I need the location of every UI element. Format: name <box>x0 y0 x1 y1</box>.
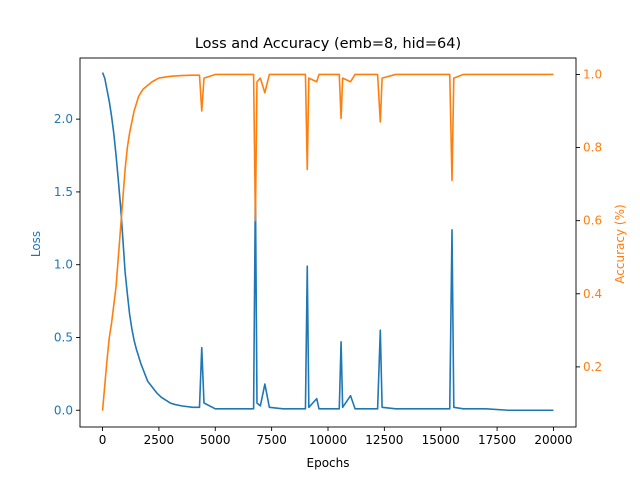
axes: 0 2500 5000 7500 10000 12500 15000 17500 20000 0.… <box>54 57 602 447</box>
y-left-tick-label: 0.0 <box>54 403 73 417</box>
x-tick-label: 7500 <box>256 433 287 447</box>
y-right-tick-label: 0.4 <box>583 287 602 301</box>
x-tick-label: 10000 <box>309 433 347 447</box>
x-tick-label: 0 <box>99 433 107 447</box>
y-right-tick-label: 1.0 <box>583 67 602 81</box>
y-left-tick-label: 2.0 <box>54 112 73 126</box>
plot-area <box>101 72 554 412</box>
x-tick-label: 5000 <box>200 433 231 447</box>
accuracy-series-line <box>101 73 554 411</box>
loss-series-line <box>101 72 554 412</box>
x-tick-label: 2500 <box>144 433 175 447</box>
y-left-tick-label: 1.5 <box>54 185 73 199</box>
y-right-tick-label: 0.8 <box>583 141 602 155</box>
y-axis-left-label: Loss <box>29 231 43 257</box>
y-left-tick-label: 0.5 <box>54 330 73 344</box>
y-axis-right-label: Accuracy (%) <box>613 204 627 283</box>
x-tick-label: 12500 <box>365 433 403 447</box>
x-tick-label: 20000 <box>534 433 572 447</box>
chart-title: Loss and Accuracy (emb=8, hid=64) <box>195 36 461 52</box>
y-right-tick-label: 0.6 <box>583 214 602 228</box>
y-right-tick-label: 0.2 <box>583 360 602 374</box>
x-tick-label: 15000 <box>422 433 460 447</box>
x-axis-label: Epochs <box>307 456 350 470</box>
x-tick-label: 17500 <box>478 433 516 447</box>
y-left-tick-label: 1.0 <box>54 258 73 272</box>
